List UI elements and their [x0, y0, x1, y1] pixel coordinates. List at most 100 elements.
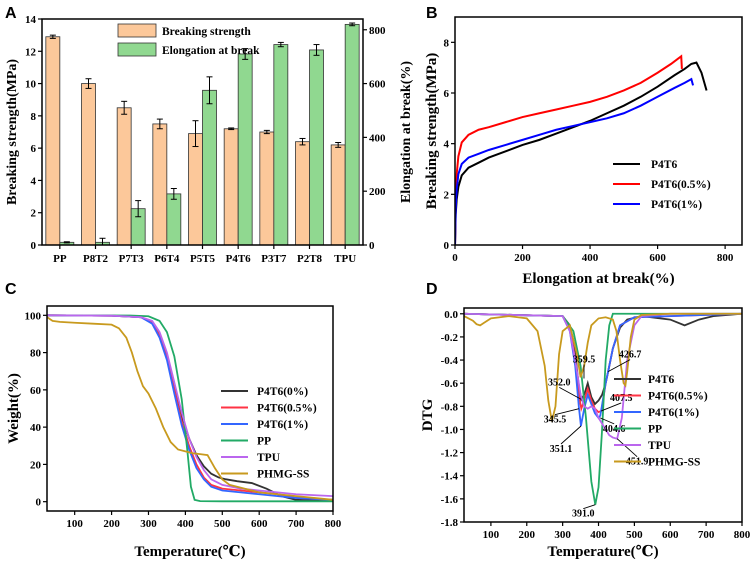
x-tick-label: 700 [288, 518, 305, 530]
panel-label-d: D [426, 281, 438, 298]
x-tick-label: 600 [251, 518, 268, 530]
bar-elongation [237, 53, 253, 246]
panel-label-b: B [426, 5, 438, 22]
bar-breaking-strength [152, 123, 168, 246]
legend-label: P4T6(0.5%) [648, 391, 708, 403]
x-tick-label: 600 [649, 252, 666, 264]
annotation-label: 359.5 [573, 355, 596, 366]
annotation-arrow [554, 408, 580, 416]
y-tick-label: -0.4 [441, 355, 459, 367]
x-tick-label: 200 [514, 252, 531, 264]
annotation-arrow [601, 402, 622, 412]
series-line [455, 54, 683, 245]
y2-tick-label: 600 [369, 79, 386, 91]
annotation-arrow [599, 417, 615, 425]
bar-breaking-strength [81, 83, 96, 246]
bar-breaking-strength [330, 144, 346, 246]
annotation-label: 351.1 [550, 444, 573, 455]
legend-label: TPU [257, 452, 281, 464]
category-label: P3T7 [261, 253, 287, 265]
legend-label: P4T6 [648, 374, 674, 386]
series-line [46, 314, 334, 497]
y-tick-label: 8 [444, 37, 450, 49]
series-line [46, 316, 334, 501]
plot-frame [454, 16, 743, 246]
legend-label: P4T6(0.5%) [257, 403, 317, 415]
x-tick-label: 100 [66, 518, 83, 530]
legend-label: P4T6(1%) [257, 419, 308, 431]
series-line [46, 314, 334, 501]
y-tick-label: 4 [31, 175, 37, 187]
category-label: PP [53, 253, 67, 265]
y-tick-label: 12 [25, 46, 37, 58]
panel-label-c: C [5, 281, 17, 298]
legend-label: Elongation at break [162, 45, 260, 57]
y2-tick-label: 800 [369, 25, 386, 37]
legend-label: P4T6(0.5%) [651, 179, 711, 191]
category-label: TPU [334, 253, 356, 265]
y-tick-label: 6 [31, 143, 37, 155]
x-tick-label: 400 [177, 518, 194, 530]
category-label: P6T4 [154, 253, 180, 265]
series-line [455, 61, 708, 245]
x-tick-label: 200 [519, 529, 536, 541]
series-line [463, 312, 742, 505]
x-tick-label: 800 [734, 529, 751, 541]
y-tick-label: 2 [444, 189, 450, 201]
bar-breaking-strength [295, 141, 310, 246]
panel-label-a: A [5, 5, 17, 22]
y-tick-label: 60 [30, 385, 42, 397]
y-tick-label: 6 [444, 88, 450, 100]
legend-swatch [117, 42, 157, 57]
y2-axis-label: Elongation at break(%) [399, 61, 414, 203]
category-label: P2T8 [297, 253, 323, 265]
bar-elongation [273, 44, 289, 246]
y-tick-label: 4 [444, 139, 450, 151]
bar-breaking-strength [116, 107, 132, 246]
bar-elongation [309, 49, 324, 246]
y-axis-label: Weight(%) [6, 373, 22, 444]
x-tick-label: 100 [483, 529, 500, 541]
annotation-arrow [583, 504, 596, 510]
y-tick-label: 2 [31, 208, 37, 220]
annotation-label: 426.7 [619, 350, 642, 361]
legend-label: TPU [648, 440, 672, 452]
y-tick-label: -0.6 [441, 378, 459, 390]
y-tick-label: 80 [30, 348, 42, 360]
plot-frame [463, 307, 743, 523]
bar-breaking-strength [45, 36, 61, 246]
plot-frame [41, 18, 364, 246]
series-line [463, 312, 742, 440]
panel-a-bar-chart: A PP P8T2 P7T3 P6T4 P5T5 P4T6 P3T7 P2T8 TPU 0 2 4 6 8 1… [5, 5, 414, 265]
y-tick-label: -1.2 [441, 448, 459, 460]
x-tick-label: 200 [103, 518, 120, 530]
y-tick-label: -1.8 [441, 517, 459, 529]
y-tick-label: -0.2 [441, 332, 459, 344]
y-tick-label: 20 [30, 459, 42, 471]
annotation-label: 407.5 [610, 393, 633, 404]
y-tick-label: 0 [36, 497, 42, 509]
x-tick-label: 400 [590, 529, 607, 541]
legend-label: P4T6(1%) [648, 407, 699, 419]
y-tick-label: 0 [31, 240, 37, 252]
bar-breaking-strength [188, 133, 203, 246]
legend-label: P4T6 [651, 159, 677, 171]
y2-tick-label: 200 [369, 186, 386, 198]
y-tick-label: 40 [30, 422, 42, 434]
y2-tick-label: 0 [369, 240, 375, 252]
y-tick-label: -1.6 [441, 494, 459, 506]
bar-elongation [166, 193, 182, 246]
bar-elongation [344, 23, 360, 246]
y-tick-label: 8 [31, 111, 37, 123]
legend-label: PP [648, 424, 662, 436]
series-line [455, 77, 695, 245]
y-tick-label: 10 [25, 79, 37, 91]
bar-elongation [202, 89, 217, 246]
y-axis-label: Breaking strength(MPa) [424, 53, 440, 210]
annotation-label: 391.0 [572, 509, 595, 520]
plot-frame [46, 305, 334, 512]
bar-breaking-strength [223, 128, 239, 246]
legend-swatch [117, 23, 157, 38]
annotation-arrow [616, 438, 638, 458]
